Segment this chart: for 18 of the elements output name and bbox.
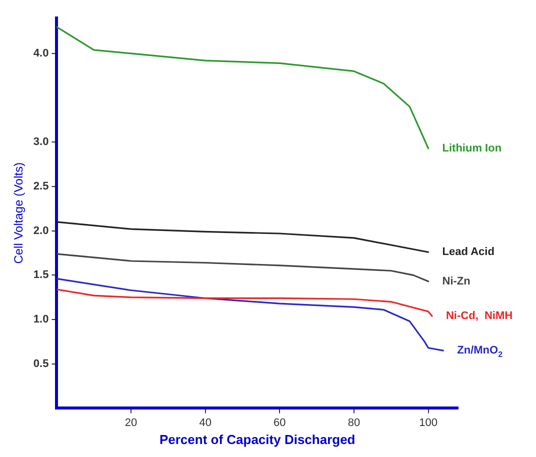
y-axis-title: Cell Voltage (Volts) <box>12 162 26 264</box>
series-label: Ni-Zn <box>442 275 471 288</box>
series-label: Lead Acid <box>442 246 494 258</box>
y-tick-label: 0.5 <box>33 358 49 370</box>
x-tick-label: 60 <box>274 416 286 429</box>
y-tick-label: 3.0 <box>33 136 49 148</box>
y-tick-label: 1.5 <box>33 269 49 282</box>
x-tick-label: 100 <box>419 416 438 429</box>
y-tick-label: 2.0 <box>33 224 49 237</box>
series-label: Lithium Ion <box>442 142 502 154</box>
x-tick-label: 80 <box>348 416 360 429</box>
y-tick-label: 4.0 <box>33 48 49 60</box>
series-label: Ni-Cd, NiMH <box>446 310 513 322</box>
x-tick-label: 40 <box>199 416 212 429</box>
y-tick-label: 2.5 <box>33 180 49 193</box>
y-tick-label: 1.0 <box>33 314 49 326</box>
x-tick-label: 20 <box>124 416 138 429</box>
x-axis-title: Percent of Capacity Discharged <box>159 432 356 447</box>
